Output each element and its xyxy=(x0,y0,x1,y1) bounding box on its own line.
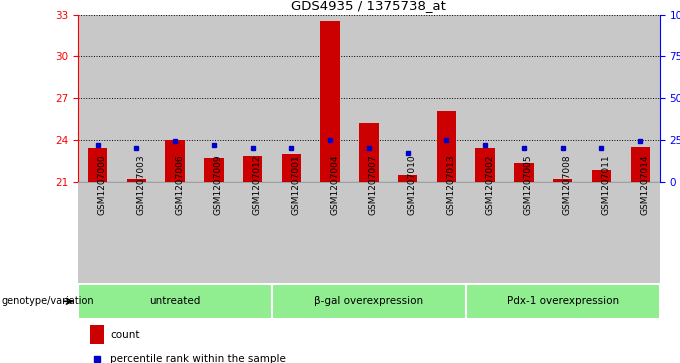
Text: β-gal overexpression: β-gal overexpression xyxy=(314,296,424,306)
Bar xyxy=(233,15,272,182)
Text: GSM1207002: GSM1207002 xyxy=(485,154,494,215)
Bar xyxy=(359,123,379,182)
Title: GDS4935 / 1375738_at: GDS4935 / 1375738_at xyxy=(292,0,446,12)
Bar xyxy=(88,148,107,182)
Bar xyxy=(388,182,427,283)
Bar xyxy=(126,179,146,182)
Bar xyxy=(78,15,117,182)
Bar xyxy=(437,110,456,182)
Bar xyxy=(311,182,350,283)
Bar xyxy=(272,182,311,283)
Text: GSM1207010: GSM1207010 xyxy=(407,154,417,215)
Bar xyxy=(505,15,543,182)
Bar xyxy=(204,158,224,182)
Bar xyxy=(233,182,272,283)
Bar xyxy=(90,325,104,344)
Text: GSM1207001: GSM1207001 xyxy=(291,154,301,215)
Text: untreated: untreated xyxy=(150,296,201,306)
Bar xyxy=(543,15,582,182)
Text: GSM1207005: GSM1207005 xyxy=(524,154,533,215)
Bar xyxy=(475,148,495,182)
Bar xyxy=(427,182,466,283)
Bar xyxy=(156,182,194,283)
Text: count: count xyxy=(110,330,139,340)
Bar xyxy=(514,163,534,182)
Text: GSM1207013: GSM1207013 xyxy=(446,154,456,215)
Bar xyxy=(427,15,466,182)
Bar xyxy=(505,182,543,283)
Bar xyxy=(117,182,156,283)
Bar xyxy=(466,182,505,283)
Bar xyxy=(350,15,388,182)
Bar xyxy=(582,182,621,283)
Bar xyxy=(320,21,340,182)
Bar xyxy=(156,15,194,182)
Bar xyxy=(282,154,301,182)
Text: GSM1207003: GSM1207003 xyxy=(136,154,146,215)
Bar xyxy=(621,15,660,182)
Bar xyxy=(272,284,466,319)
Text: Pdx-1 overexpression: Pdx-1 overexpression xyxy=(507,296,619,306)
Bar xyxy=(582,15,621,182)
Text: genotype/variation: genotype/variation xyxy=(1,296,95,306)
Bar xyxy=(466,15,505,182)
Bar xyxy=(311,15,350,182)
Bar xyxy=(194,15,233,182)
Bar xyxy=(592,170,611,182)
Text: GSM1207006: GSM1207006 xyxy=(175,154,184,215)
Bar xyxy=(165,140,185,182)
Bar xyxy=(398,175,418,182)
Text: GSM1207000: GSM1207000 xyxy=(98,154,107,215)
Bar xyxy=(117,15,156,182)
Bar xyxy=(194,182,233,283)
Text: GSM1207004: GSM1207004 xyxy=(330,154,339,215)
Bar xyxy=(621,182,660,283)
Text: GSM1207008: GSM1207008 xyxy=(563,154,572,215)
Bar xyxy=(243,156,262,182)
Text: GSM1207009: GSM1207009 xyxy=(214,154,223,215)
Text: percentile rank within the sample: percentile rank within the sample xyxy=(110,354,286,363)
Text: GSM1207012: GSM1207012 xyxy=(253,154,262,215)
Text: GSM1207014: GSM1207014 xyxy=(641,154,649,215)
Bar xyxy=(350,182,388,283)
Bar xyxy=(553,179,573,182)
Bar xyxy=(466,284,660,319)
Bar xyxy=(78,182,117,283)
Bar xyxy=(272,15,311,182)
Bar xyxy=(630,147,650,182)
Bar xyxy=(78,284,272,319)
Text: GSM1207007: GSM1207007 xyxy=(369,154,378,215)
Text: GSM1207011: GSM1207011 xyxy=(602,154,611,215)
Bar xyxy=(388,15,427,182)
Bar xyxy=(543,182,582,283)
